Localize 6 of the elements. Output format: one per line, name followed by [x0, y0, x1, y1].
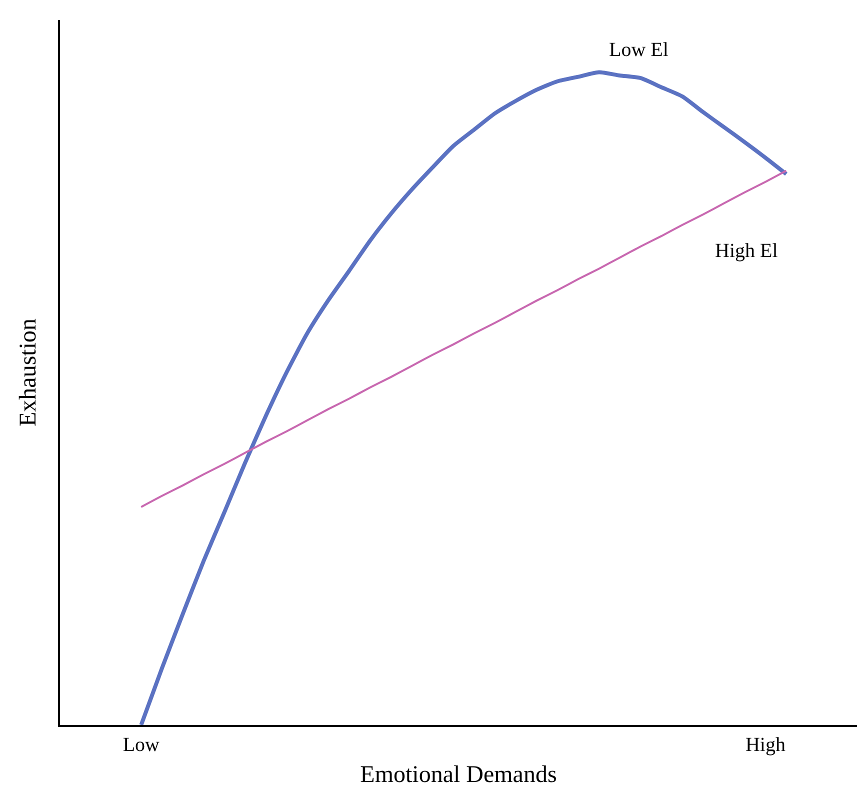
x-tick-label: High — [745, 734, 786, 756]
series-label: Low El — [609, 39, 669, 61]
y-axis-title: Exhaustion — [16, 318, 42, 426]
x-tick-label: Low — [122, 734, 160, 756]
x-axis-title: Emotional Demands — [360, 762, 557, 788]
series-label: High El — [715, 240, 778, 262]
